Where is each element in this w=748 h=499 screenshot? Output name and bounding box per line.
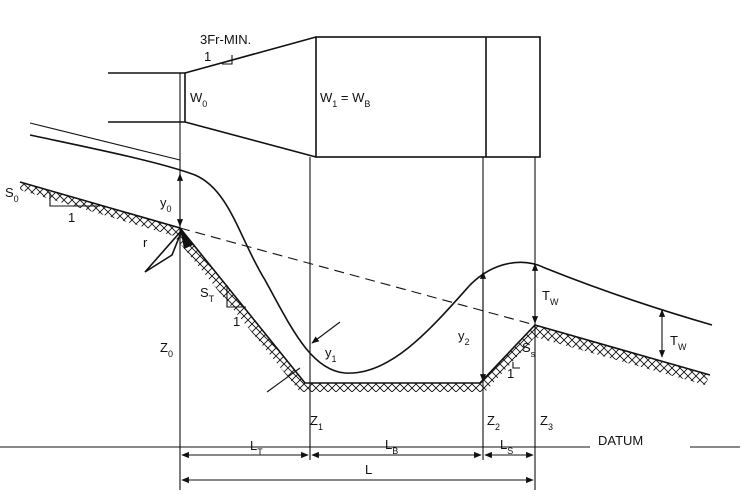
label: LT [250, 438, 263, 457]
label-text: T [542, 288, 550, 303]
label-text: Z [310, 413, 318, 428]
subscript: B [364, 99, 370, 109]
label: ST [200, 285, 215, 304]
label: Z1 [310, 413, 323, 432]
label-text: DATUM [598, 433, 643, 448]
subscript: B [392, 446, 398, 456]
label-text: W [190, 90, 203, 105]
label: 3Fr-MIN. [200, 32, 251, 47]
subscript: s [531, 349, 536, 359]
subscript: 0 [202, 99, 207, 109]
subscript: T [209, 294, 215, 304]
label-text: Z [540, 413, 548, 428]
label-text: Z [487, 413, 495, 428]
subscript: 1 [332, 99, 337, 109]
label: W0 [190, 90, 207, 109]
subscript: 3 [548, 422, 553, 432]
label: y1 [325, 345, 337, 364]
subscript: 0 [167, 204, 172, 214]
label: 1 [204, 49, 211, 64]
label-text: L [385, 437, 392, 452]
label-text: 1 [204, 49, 211, 64]
label: TW [542, 288, 559, 307]
subscript: 0 [168, 349, 173, 359]
ground-profile [19, 181, 711, 393]
subscript: 1 [318, 422, 323, 432]
subscript: 0 [14, 194, 19, 204]
subscript: T [257, 447, 263, 457]
label: 1 [507, 366, 514, 381]
label: Z3 [540, 413, 553, 432]
subscript: W [550, 297, 559, 307]
plan-view [108, 36, 541, 158]
label-text: r [143, 235, 148, 250]
label-text: 1 [507, 366, 514, 381]
label-text: y [458, 328, 465, 343]
label: y0 [160, 195, 172, 214]
label: W1 = WB [320, 90, 370, 109]
label-text: y [325, 345, 332, 360]
water-surface [29, 122, 713, 374]
subscript: S [507, 446, 513, 456]
label: Z0 [160, 340, 173, 359]
label: 1 [68, 210, 75, 225]
subscript: W [678, 342, 687, 352]
label-text: Z [160, 340, 168, 355]
label-text: W [320, 90, 333, 105]
label-text: L [365, 462, 372, 477]
label: DATUM [598, 433, 643, 448]
label-text: L [250, 438, 257, 453]
label: 1 [233, 314, 240, 329]
label: S0 [5, 185, 19, 204]
label-text: L [500, 437, 507, 452]
label-text: S [5, 185, 14, 200]
dimension-lines [0, 73, 740, 490]
label: LS [500, 437, 513, 456]
label-text: S [200, 285, 209, 300]
subscript: 1 [332, 354, 337, 364]
label: TW [670, 333, 687, 352]
label-text: T [670, 333, 678, 348]
label: Ss [522, 340, 536, 359]
label: LB [385, 437, 398, 456]
label-text: S [522, 340, 531, 355]
label-text: 1 [233, 314, 240, 329]
label: r [143, 235, 148, 250]
label: Z2 [487, 413, 500, 432]
label: y2 [458, 328, 470, 347]
subscript: 2 [465, 337, 470, 347]
label-text: = W [337, 90, 365, 105]
label-text: 3Fr-MIN. [200, 32, 251, 47]
label-text: 1 [68, 210, 75, 225]
label-text: y [160, 195, 167, 210]
label: L [365, 462, 372, 477]
subscript: 2 [495, 422, 500, 432]
